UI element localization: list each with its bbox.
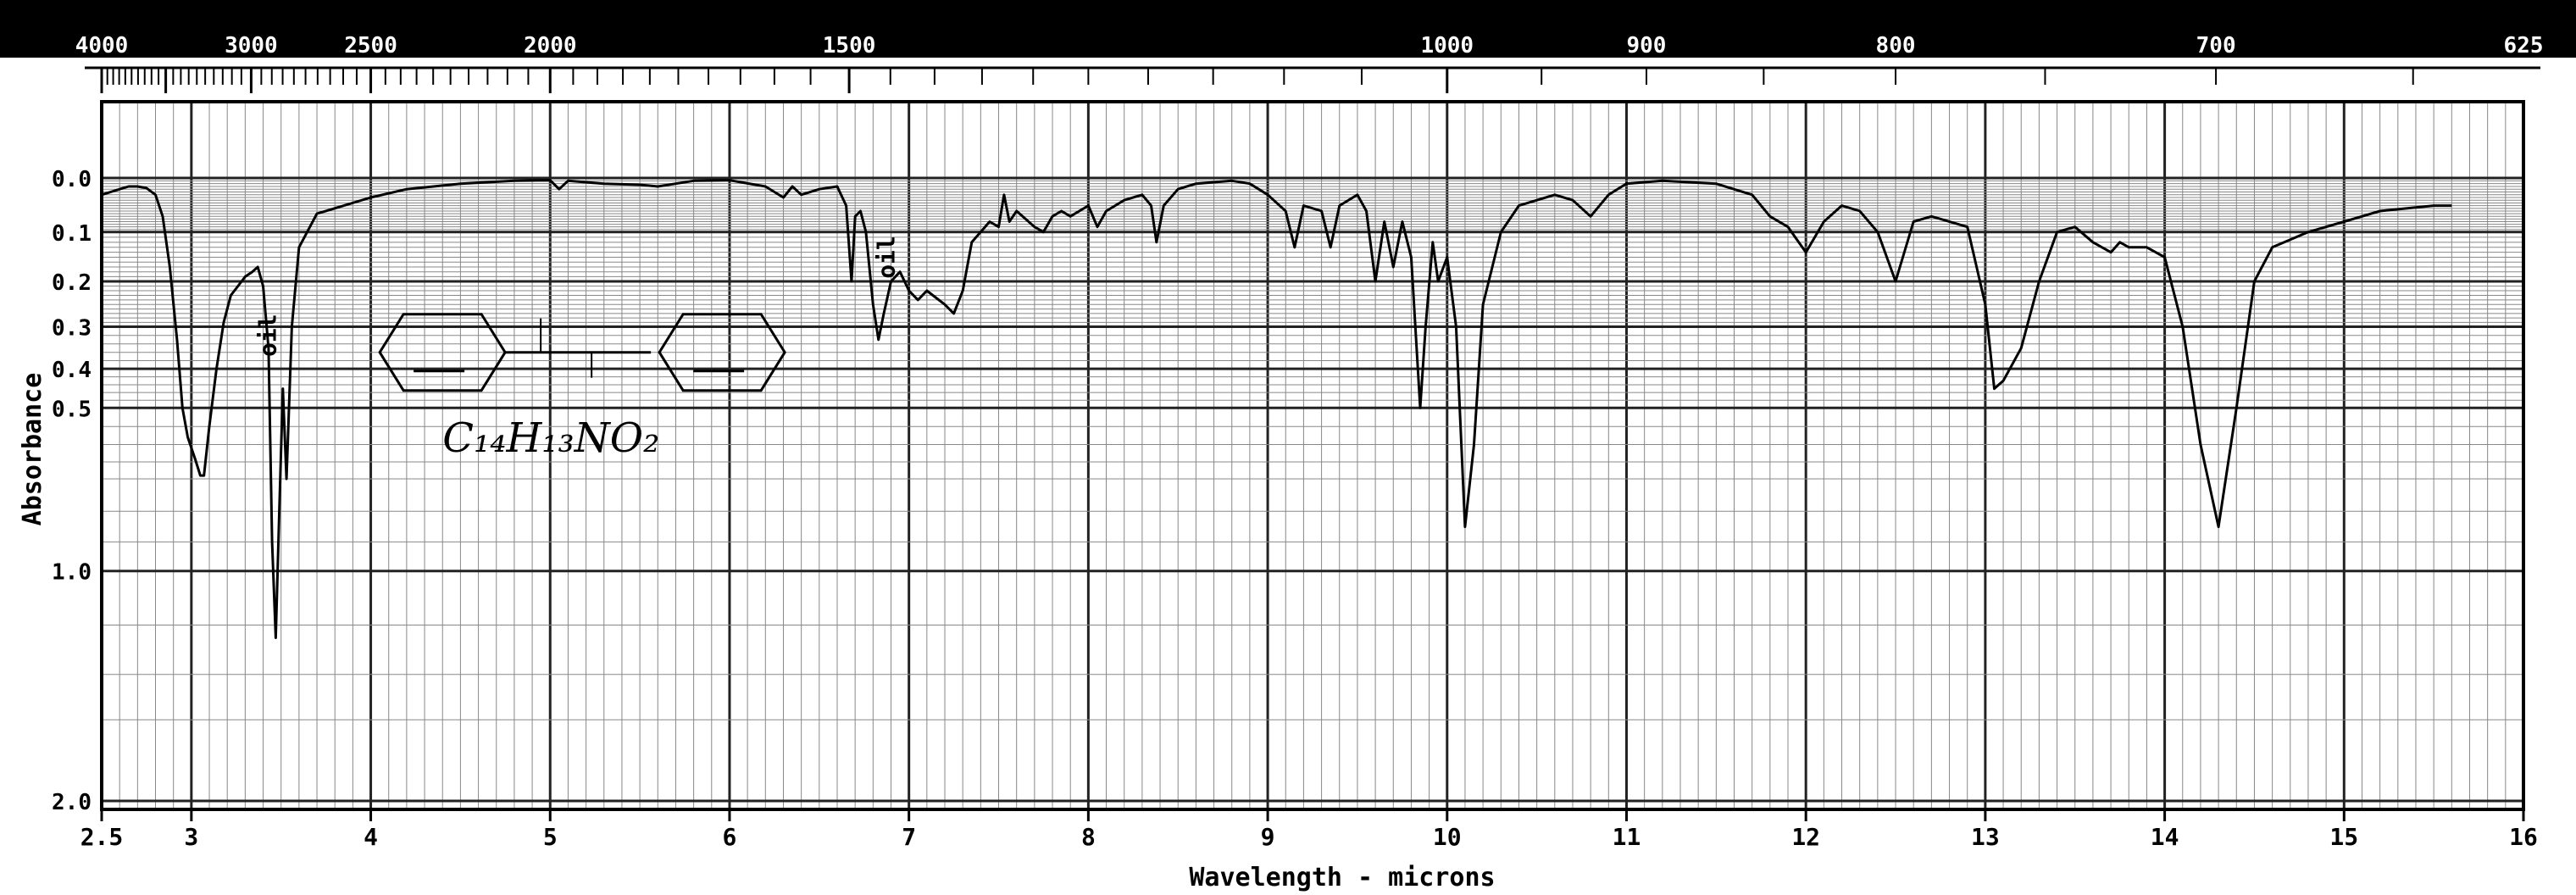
y-tick-label: 0.4 <box>52 358 92 383</box>
top-tick-label: 625 <box>2504 33 2544 58</box>
y-tick-label: 0.3 <box>52 316 92 342</box>
x-tick-label: 16 <box>2509 823 2538 851</box>
y-tick-label: 0.1 <box>52 221 92 247</box>
plot-frame <box>100 100 2525 811</box>
x-axis-title: Wavelength - microns <box>1189 863 1495 892</box>
x-tick-label: 14 <box>2151 823 2179 851</box>
annotation-formula: C₁₄H₁₃NO₂ <box>442 414 659 462</box>
spectrum-plot <box>101 179 2452 639</box>
x-tick-label: 12 <box>1791 823 1820 851</box>
top-tick-label: 3000 <box>225 33 278 58</box>
x-tick-label: 10 <box>1433 823 1462 851</box>
y-tick-label: 0.0 <box>52 167 92 192</box>
top-ruler-band <box>0 0 2576 58</box>
y-tick-label: 1.0 <box>52 560 92 586</box>
x-tick-label: 9 <box>1261 823 1275 851</box>
top-tick-label: 1000 <box>1420 33 1474 58</box>
y-tick-label: 0.5 <box>52 397 92 422</box>
molecule-sketch <box>378 313 786 392</box>
annotation-oil: oil <box>873 236 901 279</box>
top-tick-label: 900 <box>1626 33 1666 58</box>
top-tick-label: 2500 <box>344 33 397 58</box>
x-tick-label: 3 <box>184 823 198 851</box>
x-tick-label: 5 <box>543 823 558 851</box>
top-wavenumber-ruler: 4000 3000 2500 2000 1500 1000 900 800 700 625 <box>0 0 2576 93</box>
y-tick-label: 2.0 <box>52 790 92 815</box>
top-tick-label: 800 <box>1876 33 1916 58</box>
x-tick-label: 8 <box>1081 823 1096 851</box>
x-tick-label: 13 <box>1971 823 2000 851</box>
tick-labels: 0.0 0.1 0.2 0.3 0.4 0.5 1.0 2.0 2.5 3 4 5 6 7 8 9 10 11 12… <box>52 167 2538 851</box>
benzene-ring-right <box>658 313 786 392</box>
x-tick-label: 7 <box>902 823 916 851</box>
x-tick-label: 4 <box>364 823 378 851</box>
top-tick-label: 1500 <box>823 33 876 58</box>
spectrum-line <box>101 179 2452 639</box>
x-tick-label: 2.5 <box>80 823 124 851</box>
chart-axes <box>100 100 2525 821</box>
x-tick-label: 15 <box>2329 823 2358 851</box>
top-tick-label: 2000 <box>524 33 577 58</box>
x-tick-label: 6 <box>723 823 737 851</box>
chart-grid <box>101 102 2525 809</box>
top-tick-label: 4000 <box>75 33 129 58</box>
x-tick-label: 11 <box>1613 823 1641 851</box>
y-axis-title: Absorbance <box>18 373 47 526</box>
top-tick-label: 700 <box>2196 33 2236 58</box>
y-tick-label: 0.2 <box>52 270 92 296</box>
